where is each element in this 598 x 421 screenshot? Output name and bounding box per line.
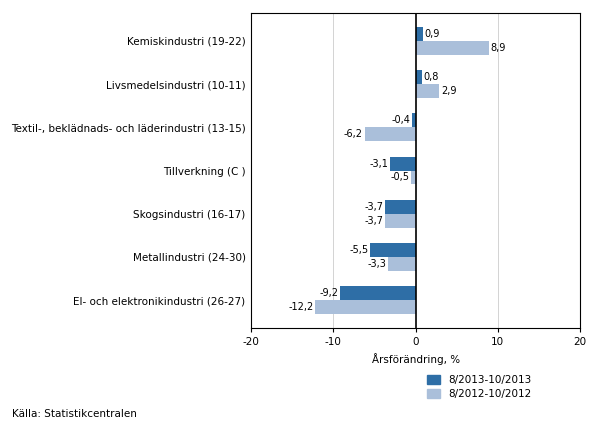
Text: -5,5: -5,5	[350, 245, 369, 255]
Bar	[416, 27, 423, 41]
Bar	[370, 243, 416, 257]
Bar	[413, 113, 416, 127]
Bar	[416, 41, 489, 55]
Text: -9,2: -9,2	[319, 288, 338, 298]
Text: -6,2: -6,2	[344, 129, 363, 139]
Bar	[416, 84, 440, 98]
Text: 0,9: 0,9	[425, 29, 440, 39]
Text: -3,3: -3,3	[368, 259, 387, 269]
Text: 0,8: 0,8	[424, 72, 439, 82]
Bar	[416, 70, 422, 84]
Text: -3,7: -3,7	[365, 202, 383, 212]
X-axis label: Årsförändring, %: Årsförändring, %	[371, 353, 460, 365]
Bar	[389, 257, 416, 271]
Bar	[315, 300, 416, 314]
Bar	[390, 157, 416, 171]
Text: Källa: Statistikcentralen: Källa: Statistikcentralen	[12, 409, 137, 419]
Bar	[385, 200, 416, 214]
Text: -12,2: -12,2	[288, 302, 313, 312]
Bar	[385, 214, 416, 228]
Text: -0,4: -0,4	[392, 115, 411, 125]
Text: -3,7: -3,7	[365, 216, 383, 226]
Legend: 8/2013-10/2013, 8/2012-10/2012: 8/2013-10/2013, 8/2012-10/2012	[428, 375, 532, 399]
Text: -3,1: -3,1	[370, 159, 389, 168]
Bar	[340, 286, 416, 300]
Bar	[365, 127, 416, 141]
Text: 2,9: 2,9	[441, 86, 457, 96]
Text: -0,5: -0,5	[391, 173, 410, 182]
Text: 8,9: 8,9	[490, 43, 506, 53]
Bar	[411, 171, 416, 184]
